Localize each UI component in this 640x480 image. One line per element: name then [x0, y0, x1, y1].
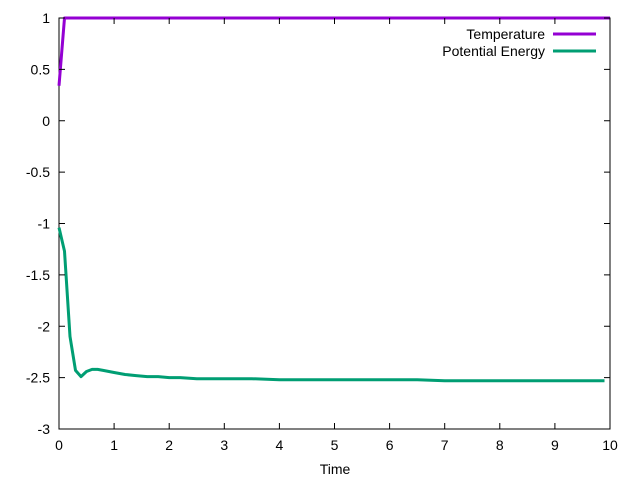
y-tick-label: 0.5 [31, 61, 51, 77]
x-tick-label: 6 [386, 437, 394, 453]
y-tick-label: -2.5 [26, 370, 50, 386]
x-tick-label: 2 [165, 437, 173, 453]
x-tick-label: 8 [496, 437, 504, 453]
legend-label: Potential Energy [442, 43, 545, 59]
legend-label: Temperature [466, 26, 545, 42]
y-tick-label: -1.5 [26, 267, 50, 283]
series-line-potential-energy [57, 227, 605, 383]
x-tick-label: 9 [551, 437, 559, 453]
x-tick-label: 4 [276, 437, 284, 453]
x-tick-label: 7 [441, 437, 449, 453]
x-tick-label: 10 [602, 437, 618, 453]
y-tick-label: -3 [38, 421, 51, 437]
y-tick-label: 0 [42, 113, 50, 129]
x-tick-label: 5 [331, 437, 339, 453]
x-tick-label: 3 [220, 437, 228, 453]
y-tick-label: -0.5 [26, 164, 50, 180]
y-tick-label: -1 [38, 216, 51, 232]
x-axis-label: Time [320, 461, 351, 477]
y-tick-label: -2 [38, 318, 51, 334]
y-tick-label: 1 [42, 10, 50, 26]
x-tick-label: 1 [110, 437, 118, 453]
x-tick-label: 0 [55, 437, 63, 453]
plot-frame [58, 17, 611, 430]
